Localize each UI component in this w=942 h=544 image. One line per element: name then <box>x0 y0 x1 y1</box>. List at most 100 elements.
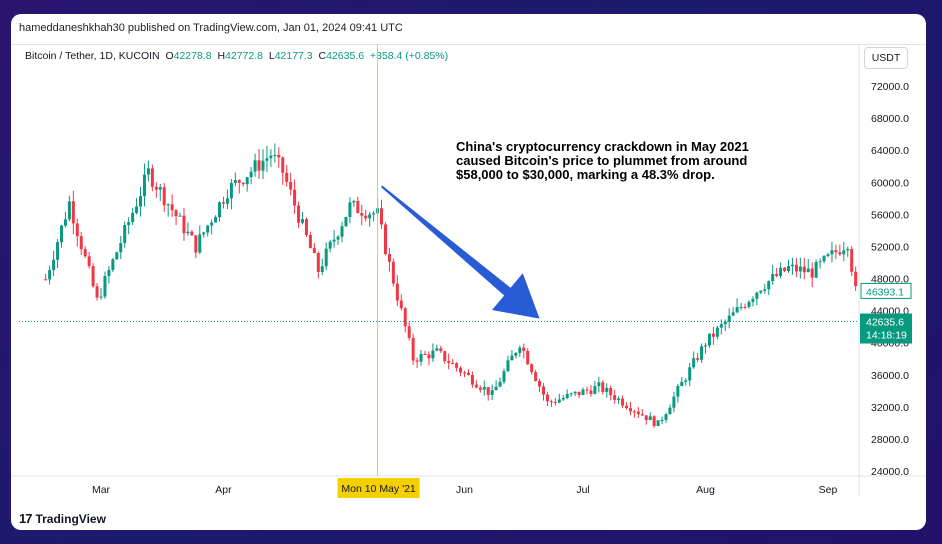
candle-body <box>834 250 838 253</box>
y-tick-label: 64000.0 <box>871 145 909 157</box>
candle-body <box>518 347 522 353</box>
candle-body <box>644 415 648 421</box>
candle-body <box>221 202 225 204</box>
candle-body <box>688 367 692 381</box>
candle-body <box>146 168 150 175</box>
candle-body <box>225 198 229 204</box>
candle-body <box>802 266 806 273</box>
candle-body <box>297 205 301 223</box>
candle-body <box>822 256 826 262</box>
candle-body <box>739 306 743 308</box>
candle-body <box>218 202 222 218</box>
candle-body <box>328 241 332 249</box>
candle-body <box>743 306 747 308</box>
candle-body <box>668 407 672 415</box>
candle-body <box>154 186 158 190</box>
candle-body <box>692 358 696 368</box>
candle-body <box>790 264 794 267</box>
candle-body <box>601 382 605 392</box>
candle-body <box>403 308 407 327</box>
candle-body <box>818 261 822 263</box>
candle-body <box>289 181 293 190</box>
candle-body <box>380 208 384 225</box>
candle-body <box>545 394 549 402</box>
candle-body <box>52 259 56 271</box>
candle-body <box>502 371 506 382</box>
candle-body <box>680 381 684 387</box>
candle-body <box>561 397 565 400</box>
y-tick-label: 48000.0 <box>871 274 909 286</box>
candle-body <box>135 206 139 213</box>
close-label: C <box>318 50 327 62</box>
candle-body <box>621 398 625 406</box>
x-tick-label: Sep <box>819 484 838 496</box>
candle-body <box>95 286 99 298</box>
candle-body <box>265 158 269 161</box>
candle-body <box>170 204 174 211</box>
crosshair-date-label: Mon 10 May '21 <box>341 483 416 495</box>
y-tick-label: 56000.0 <box>871 209 909 221</box>
candle-body <box>759 290 763 293</box>
candle-body <box>206 225 210 233</box>
candle-body <box>597 382 601 387</box>
candle-body <box>719 324 723 328</box>
candle-body <box>210 222 214 226</box>
symbol-name: Bitcoin / Tether, 1D, KUCOIN <box>25 50 160 62</box>
x-tick-label: Aug <box>696 484 715 496</box>
candle-body <box>755 292 759 299</box>
candle-body <box>360 213 364 216</box>
low-label: L <box>268 50 275 62</box>
candle-body <box>415 360 419 362</box>
symbol-legend: Bitcoin / Tether, 1D, KUCOIN O42278.8 H4… <box>25 50 448 62</box>
high-label: H <box>217 50 226 62</box>
candle-body <box>530 364 534 373</box>
candle-body <box>237 180 241 183</box>
candle-body <box>696 358 700 360</box>
candle-body <box>482 387 486 390</box>
high-value: 42772.8 <box>225 50 263 62</box>
candle-body <box>715 327 719 337</box>
candle-body <box>842 250 846 255</box>
candle-body <box>395 283 399 301</box>
candle-body <box>340 226 344 237</box>
candle-body <box>557 399 561 403</box>
candle-body <box>431 350 435 359</box>
candle-body <box>490 390 494 395</box>
candle-body <box>648 416 652 421</box>
candle-body <box>142 174 146 197</box>
candle-body <box>293 189 297 206</box>
candle-body <box>660 420 664 422</box>
candle-body <box>783 267 787 271</box>
currency-button[interactable]: USDT <box>864 47 908 69</box>
candle-body <box>585 389 589 391</box>
candle-body <box>123 224 127 244</box>
candle-body <box>775 274 779 276</box>
candle-body <box>277 154 281 158</box>
candle-body <box>510 355 514 361</box>
candle-body <box>494 386 498 391</box>
candle-body <box>107 269 111 277</box>
candle-body <box>435 348 439 351</box>
y-tick-label: 32000.0 <box>871 402 909 414</box>
candle-body <box>324 248 328 267</box>
candle-body <box>407 326 411 338</box>
candle-body <box>628 408 632 412</box>
candle-body <box>245 177 249 185</box>
candle-body <box>794 264 798 272</box>
candle-body <box>336 236 340 240</box>
candle-body <box>162 187 166 206</box>
candle-body <box>249 171 253 178</box>
candle-body <box>463 372 466 374</box>
y-tick-label: 24000.0 <box>871 466 909 478</box>
candle-body <box>83 249 87 257</box>
candle-body <box>182 215 186 234</box>
candle-body <box>810 268 814 278</box>
candle-body <box>806 268 810 273</box>
candle-body <box>514 352 518 356</box>
candle-body <box>553 401 557 403</box>
chart-frame <box>11 44 926 530</box>
candle-body <box>63 219 67 226</box>
candle-body <box>798 266 802 272</box>
candle-body <box>443 351 447 362</box>
candle-body <box>538 380 542 387</box>
